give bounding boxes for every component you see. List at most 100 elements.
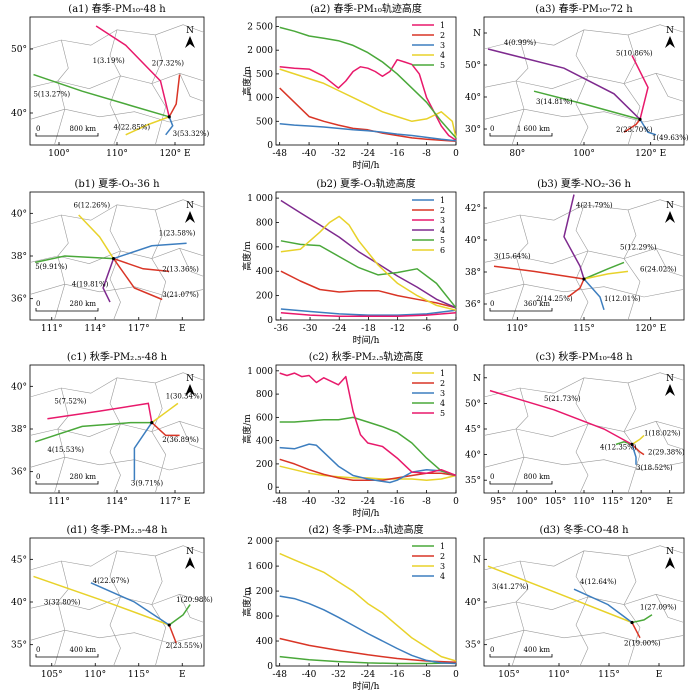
series-line-2: [279, 87, 457, 142]
trajectory-route-3: [112, 258, 163, 301]
chart-title: (d2) 冬季-PM₂.₅轨迹高度: [308, 523, 423, 536]
x-tick-label: -16: [390, 149, 405, 159]
route-label-1: 1(49.63%): [652, 134, 689, 142]
trajectory-route-4: [90, 582, 170, 626]
map-panel-a3: (a3) 春季-PM₁₀-72 h 1(49.63%)2(23.70%) 3(14.…: [465, 3, 689, 159]
series-line-3: [279, 552, 457, 662]
route-label-4: 4(12.64%): [580, 578, 617, 586]
plot-area: [275, 16, 457, 146]
y-tick-label: 0: [267, 483, 273, 493]
border-line: [179, 594, 205, 623]
route-label-4: 4(22.85%): [114, 124, 151, 132]
series-line-5: [279, 372, 457, 477]
border-line: [623, 209, 641, 321]
route-label-5: 5(9.91%): [35, 263, 67, 271]
x-tick-label: E: [179, 670, 186, 680]
scale-zero: 0: [490, 125, 494, 133]
trajectory-route-1: [583, 278, 605, 311]
legend-label-4: 4: [440, 226, 445, 235]
series-line-3: [279, 122, 457, 142]
route-label-1: 1(27.09%): [640, 604, 677, 612]
border-line: [655, 594, 685, 623]
route-label-2: 2(36.89%): [162, 436, 199, 444]
x-tick-label: 114°: [106, 497, 128, 507]
legend-label-2: 2: [440, 379, 445, 388]
y-tick-label: 2 000: [247, 537, 273, 547]
route-label-2: 2(19.00%): [624, 640, 661, 648]
map-panel-c1: (c1) 秋季-PM₂.₅-48 h 1(30.34%) 2(36.89%) 3(9.…: [11, 350, 205, 507]
source-point: [167, 623, 171, 627]
legend-label-4: 4: [440, 51, 445, 60]
trajectory-route-5: [33, 73, 170, 118]
route-label-1: 1(30.34%): [166, 392, 203, 400]
trajectory-route-5: [35, 255, 114, 264]
y-tick-label: 0: [267, 316, 273, 326]
y-tick-label: 1 000: [247, 94, 273, 104]
border-line: [511, 387, 529, 494]
x-axis-label: 时间/h: [353, 159, 380, 171]
route-label-5: 5(21.73%): [544, 395, 581, 403]
y-tick-label: 400: [256, 637, 273, 647]
scale-bar: [489, 308, 553, 312]
route-label-3: 3(32.80%): [44, 599, 81, 607]
route-label-2: 2(23.70%): [616, 126, 653, 134]
y-tick-label: 40°: [11, 382, 27, 392]
chart-title: (b2) 夏季-O₃轨迹高度: [316, 177, 415, 190]
panel-title: (a1) 春季-PM₁₀-48 h: [68, 3, 166, 15]
x-tick-label: -16: [390, 670, 405, 680]
x-tick-label: 100°: [573, 149, 595, 159]
scale-bar: [35, 308, 99, 312]
border-line: [29, 108, 205, 123]
scale-label: 1 600 km: [517, 125, 551, 133]
y-axis-label: 高度/m: [241, 66, 253, 96]
scale-zero: 0: [490, 646, 494, 654]
series-line-1: [279, 655, 457, 665]
y-tick-label: 1 600: [247, 562, 273, 572]
route-label-6: 6(24.02%): [640, 265, 677, 273]
panel-title: (b3) 夏季-NO₂-36 h: [537, 178, 631, 190]
trajectory-route-2: [168, 624, 177, 644]
x-tick-label: 0: [453, 324, 459, 334]
legend-label-1: 1: [440, 369, 445, 378]
x-tick-label: -24: [361, 149, 376, 159]
border-line: [179, 421, 205, 450]
north-arrow-icon: [665, 211, 675, 223]
route-label-2: 2(14.25%): [536, 295, 573, 303]
route-label-3: 3(14.81%): [536, 98, 573, 106]
x-tick-label: -32: [331, 149, 346, 159]
x-tick-label: -16: [390, 497, 405, 507]
map-panel-d3: (d3) 冬季-CO-48 h 1(27.09%) 2(19.00%) 3(41.27…: [465, 523, 685, 680]
y-tick-label: 600: [256, 413, 273, 423]
x-tick-label: 115°: [598, 670, 620, 680]
x-tick-label: 111°: [48, 497, 70, 507]
y-tick-label: 800: [256, 218, 273, 228]
panel-title: (a3) 春季-PM₁₀-72 h: [535, 3, 633, 15]
scale-label: 800 km: [524, 473, 551, 481]
north-arrow-icon: [185, 211, 195, 223]
y-tick-label: 200: [256, 460, 273, 470]
x-tick-label: -40: [302, 497, 317, 507]
scale-label: 280 km: [70, 473, 97, 481]
map-panel-b3: (b3) 夏季-NO₂-36 h 1(12.01%) 2(14.25%) 3(15.6…: [465, 178, 685, 334]
legend-label-1: 1: [440, 542, 445, 551]
y-tick-label: 1 000: [247, 367, 273, 377]
y-tick-label: 1 500: [247, 70, 273, 80]
y-tick-label: 50°: [465, 399, 481, 409]
route-label-3: 3(18.52%): [636, 464, 673, 472]
map-panel-b1: (b1) 夏季-O₃-36 h 1(23.58%) 2(13.36%) 3(21.07…: [11, 178, 205, 334]
legend-label-3: 3: [440, 216, 445, 225]
y-tick-label: 30°: [465, 125, 481, 135]
region-borders: [483, 199, 685, 321]
x-tick-label: 110°: [106, 149, 128, 159]
x-tick-label: -24: [361, 670, 376, 680]
map-frame: [29, 364, 205, 494]
y-tick-label: 35°: [465, 476, 481, 486]
y-tick-label: 800: [256, 612, 273, 622]
y-tick-label: 38°: [11, 252, 27, 262]
source-point: [167, 115, 171, 119]
x-tick-label: 115°: [128, 670, 150, 680]
x-tick-label: -18: [361, 324, 376, 334]
chart-panel-a2: (a2) 春季-PM₁₀轨迹高度 -48 -40 -32 -24 -16 -8 0 0 500 1 …: [241, 2, 459, 171]
route-label-1: 1(12.01%): [604, 295, 641, 303]
